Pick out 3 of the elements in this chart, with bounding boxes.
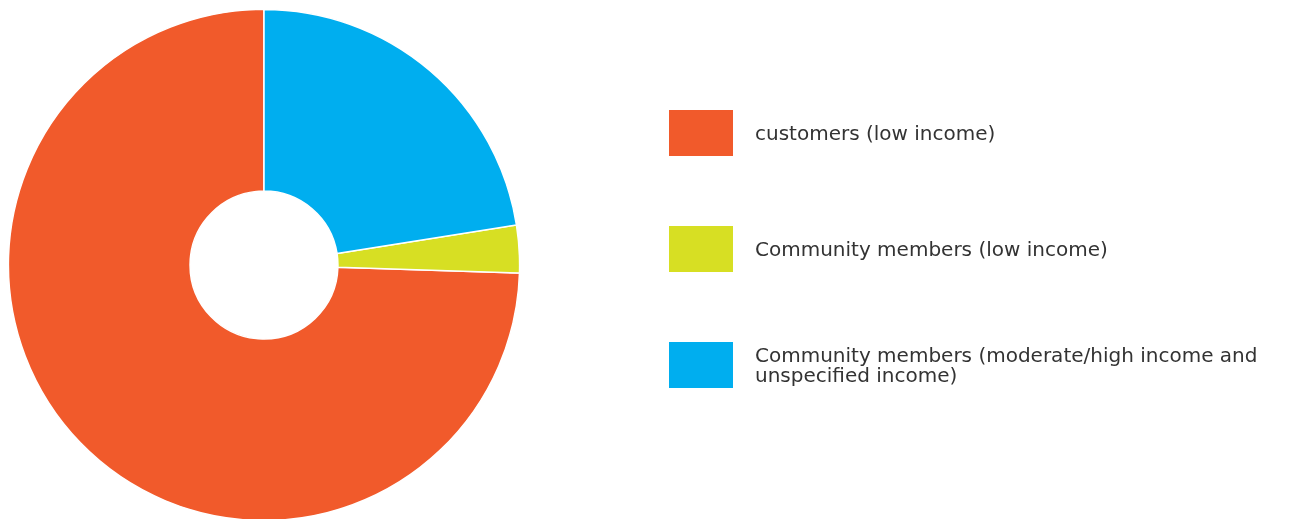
legend-label: customers (low income) xyxy=(755,121,996,145)
legend-label: Community members (moderate/high income and unspecified income) xyxy=(755,343,1264,387)
legend-label: Community members (low income) xyxy=(755,237,1108,261)
